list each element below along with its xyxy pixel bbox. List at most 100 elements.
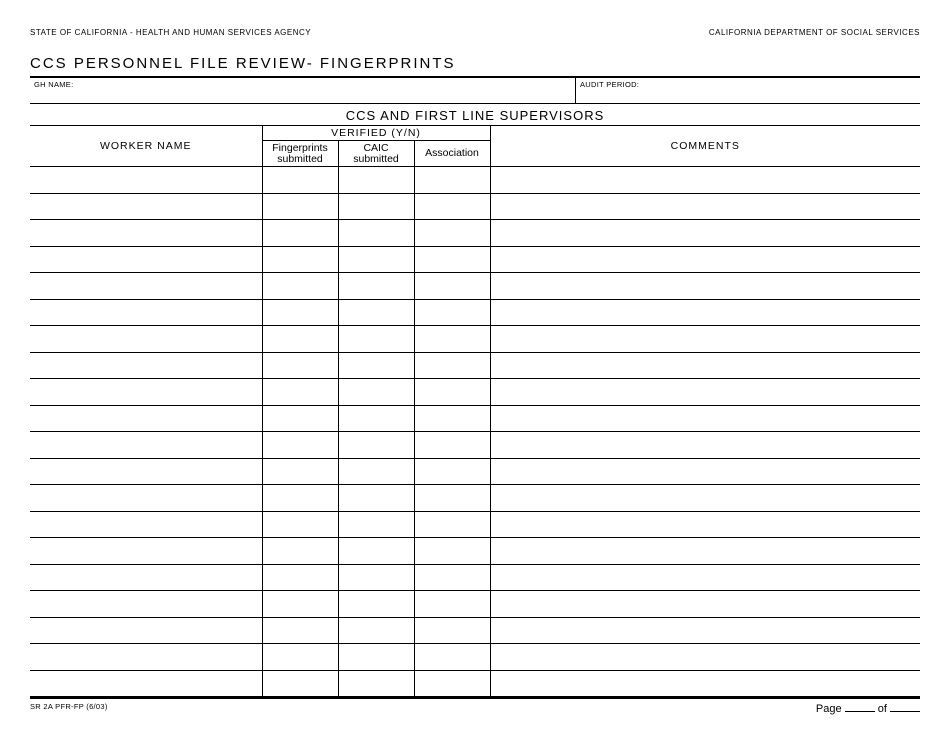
table-cell: [338, 352, 414, 379]
table-row: [30, 405, 920, 432]
pager: Page of: [816, 702, 920, 715]
table-cell: [490, 220, 920, 247]
table-cell: [30, 432, 262, 459]
table-row: [30, 432, 920, 459]
table-cell: [262, 617, 338, 644]
table-row: [30, 167, 920, 194]
table-body: [30, 167, 920, 697]
table-cell: [490, 326, 920, 353]
agency-right: CALIFORNIA DEPARTMENT OF SOCIAL SERVICES: [709, 28, 920, 37]
table-cell: [490, 458, 920, 485]
table-cell: [338, 564, 414, 591]
table-cell: [414, 538, 490, 565]
table-cell: [338, 167, 414, 194]
table-cell: [490, 299, 920, 326]
table-cell: [414, 326, 490, 353]
table-cell: [490, 511, 920, 538]
table-cell: [30, 617, 262, 644]
table-cell: [414, 670, 490, 697]
table-cell: [490, 432, 920, 459]
table-cell: [262, 485, 338, 512]
table-row: [30, 379, 920, 406]
table-cell: [30, 591, 262, 618]
table-cell: [338, 405, 414, 432]
table-cell: [414, 485, 490, 512]
table-cell: [338, 220, 414, 247]
review-table: WORKER NAME VERIFIED (Y/N) COMMENTS Fing…: [30, 125, 920, 697]
table-row: [30, 564, 920, 591]
table-cell: [414, 591, 490, 618]
table-cell: [30, 273, 262, 300]
table-cell: [30, 538, 262, 565]
table-cell: [338, 299, 414, 326]
table-cell: [262, 352, 338, 379]
gh-name-label: GH NAME:: [30, 78, 575, 103]
table-cell: [30, 220, 262, 247]
table-cell: [338, 538, 414, 565]
table-cell: [490, 485, 920, 512]
table-cell: [30, 458, 262, 485]
table-cell: [490, 379, 920, 406]
table-cell: [338, 458, 414, 485]
table-cell: [414, 246, 490, 273]
table-cell: [30, 246, 262, 273]
table-cell: [414, 432, 490, 459]
table-cell: [30, 644, 262, 671]
table-cell: [338, 273, 414, 300]
table-cell: [30, 299, 262, 326]
table-row: [30, 591, 920, 618]
table-cell: [262, 511, 338, 538]
table-cell: [262, 299, 338, 326]
table-cell: [262, 591, 338, 618]
table-cell: [490, 246, 920, 273]
table-cell: [490, 273, 920, 300]
table-cell: [414, 644, 490, 671]
table-cell: [490, 352, 920, 379]
agency-left: STATE OF CALIFORNIA - HEALTH AND HUMAN S…: [30, 28, 311, 37]
col-worker-name: WORKER NAME: [30, 126, 262, 167]
table-cell: [338, 670, 414, 697]
col-association: Association: [414, 141, 490, 167]
table-row: [30, 246, 920, 273]
table-row: [30, 644, 920, 671]
col-caic: CAICsubmitted: [338, 141, 414, 167]
table-cell: [262, 273, 338, 300]
table-cell: [338, 591, 414, 618]
page-number-blank: [845, 702, 875, 712]
table-cell: [490, 405, 920, 432]
table-row: [30, 458, 920, 485]
table-cell: [414, 405, 490, 432]
meta-row: GH NAME: AUDIT PERIOD:: [30, 76, 920, 104]
col-verified: VERIFIED (Y/N): [262, 126, 490, 141]
table-cell: [262, 379, 338, 406]
table-cell: [490, 167, 920, 194]
table-cell: [490, 564, 920, 591]
table-cell: [338, 246, 414, 273]
table-cell: [414, 352, 490, 379]
col-fingerprints: Fingerprintssubmitted: [262, 141, 338, 167]
table-row: [30, 485, 920, 512]
table-cell: [262, 538, 338, 565]
table-cell: [414, 193, 490, 220]
table-cell: [414, 564, 490, 591]
table-row: [30, 273, 920, 300]
table-cell: [338, 617, 414, 644]
table-cell: [262, 644, 338, 671]
table-row: [30, 220, 920, 247]
table-cell: [338, 432, 414, 459]
table-cell: [414, 458, 490, 485]
table-cell: [414, 379, 490, 406]
table-cell: [30, 405, 262, 432]
table-row: [30, 511, 920, 538]
table-cell: [490, 591, 920, 618]
table-cell: [490, 670, 920, 697]
table-cell: [338, 193, 414, 220]
table-cell: [490, 617, 920, 644]
table-row: [30, 193, 920, 220]
table-row: [30, 617, 920, 644]
table-cell: [262, 405, 338, 432]
table-cell: [490, 644, 920, 671]
table-cell: [262, 670, 338, 697]
table-cell: [414, 167, 490, 194]
table-cell: [30, 670, 262, 697]
